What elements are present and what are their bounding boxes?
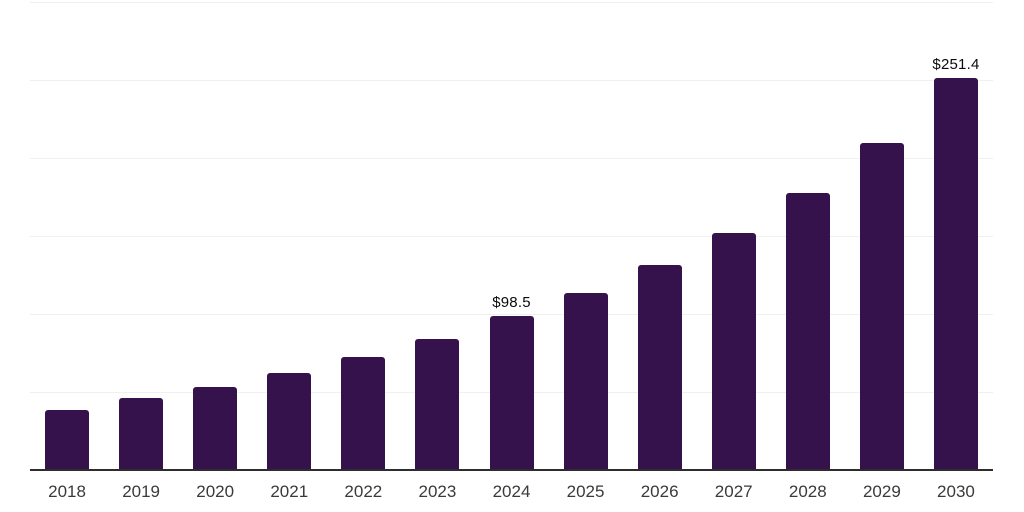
- gridline-300: [30, 2, 993, 3]
- x-tick-label-2029: 2029: [862, 482, 901, 501]
- bar-2020: [193, 387, 238, 470]
- x-tick-label-2022: 2022: [344, 482, 383, 501]
- bar-2023: [415, 338, 460, 470]
- x-axis-labels: 2018 2019 2020 2021 2022 2023 2024 2025 2026 2027…: [30, 482, 993, 506]
- x-tick-label-2024: 2024: [492, 482, 531, 501]
- bar-2027: [711, 233, 756, 470]
- value-label-2030: $251.4: [932, 55, 980, 73]
- x-axis-line: [30, 469, 993, 471]
- x-tick-label-2028: 2028: [788, 482, 827, 501]
- bar-2019: [119, 398, 164, 470]
- bar-2021: [267, 372, 312, 470]
- gridline-200: [30, 158, 993, 159]
- bar-2028: [785, 193, 830, 470]
- x-tick-label-2025: 2025: [566, 482, 605, 501]
- bar-2029: [859, 142, 904, 470]
- x-tick-label-2030: 2030: [937, 482, 975, 501]
- x-tick-label-2027: 2027: [714, 482, 753, 501]
- bar-2022: [341, 357, 386, 470]
- x-tick-label-2021: 2021: [270, 482, 309, 501]
- bar-2026: [637, 265, 682, 470]
- bar-2018: [45, 409, 90, 470]
- plot-area: $98.5 $251.4: [30, 2, 993, 470]
- bar-2024: [489, 316, 534, 470]
- gridline-100: [30, 314, 993, 315]
- x-tick-label-2019: 2019: [122, 482, 161, 501]
- value-label-2024: $98.5: [492, 294, 531, 312]
- x-tick-label-2026: 2026: [640, 482, 679, 501]
- x-tick-label-2018: 2018: [48, 482, 86, 501]
- gridline-250: [30, 80, 993, 81]
- x-tick-label-2023: 2023: [418, 482, 457, 501]
- bar-2025: [563, 293, 608, 470]
- x-tick-label-2020: 2020: [196, 482, 235, 501]
- bar-2030: [933, 77, 978, 470]
- gridline-150: [30, 236, 993, 237]
